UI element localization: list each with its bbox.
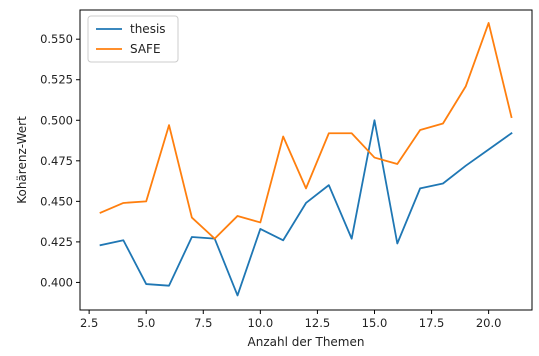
x-axis-label: Anzahl der Themen	[248, 335, 365, 349]
x-tick-label: 5.0	[137, 316, 155, 330]
series-line-thesis	[99, 119, 513, 297]
legend-label-thesis: thesis	[130, 22, 166, 36]
x-tick-label: 12.5	[305, 316, 331, 330]
x-tick-label: 7.5	[194, 316, 212, 330]
legend-items: thesis SAFE	[96, 22, 166, 56]
y-tick-label: 0.525	[40, 73, 73, 87]
legend: thesis SAFE	[87, 15, 179, 63]
y-tick-label: 0.400	[40, 275, 73, 289]
legend-box	[87, 15, 179, 63]
series-layer	[99, 22, 513, 297]
plot-frame	[79, 9, 533, 311]
x-tick-label: 10.0	[248, 316, 274, 330]
series-line-safe	[99, 22, 513, 240]
plot-area: 2.5 5.0 7.5 10.0 12.5 15.0 17.5 20.0 0.400 0.425…	[40, 9, 533, 330]
y-axis-ticks: 0.400 0.425 0.450 0.475 0.500 0.525 0.550	[40, 32, 80, 289]
y-axis-label: Kohärenz-Wert	[15, 116, 29, 204]
x-tick-label: 2.5	[80, 316, 98, 330]
y-tick-label: 0.450	[40, 194, 73, 208]
x-tick-label: 20.0	[476, 316, 502, 330]
x-axis-ticks: 2.5 5.0 7.5 10.0 12.5 15.0 17.5 20.0	[80, 310, 501, 330]
legend-label-safe: SAFE	[130, 42, 161, 56]
x-tick-label: 15.0	[362, 316, 388, 330]
y-tick-label: 0.500	[40, 113, 73, 127]
y-tick-label: 0.550	[40, 32, 73, 46]
x-tick-label: 17.5	[419, 316, 445, 330]
y-tick-label: 0.425	[40, 235, 73, 249]
y-tick-label: 0.475	[40, 154, 73, 168]
